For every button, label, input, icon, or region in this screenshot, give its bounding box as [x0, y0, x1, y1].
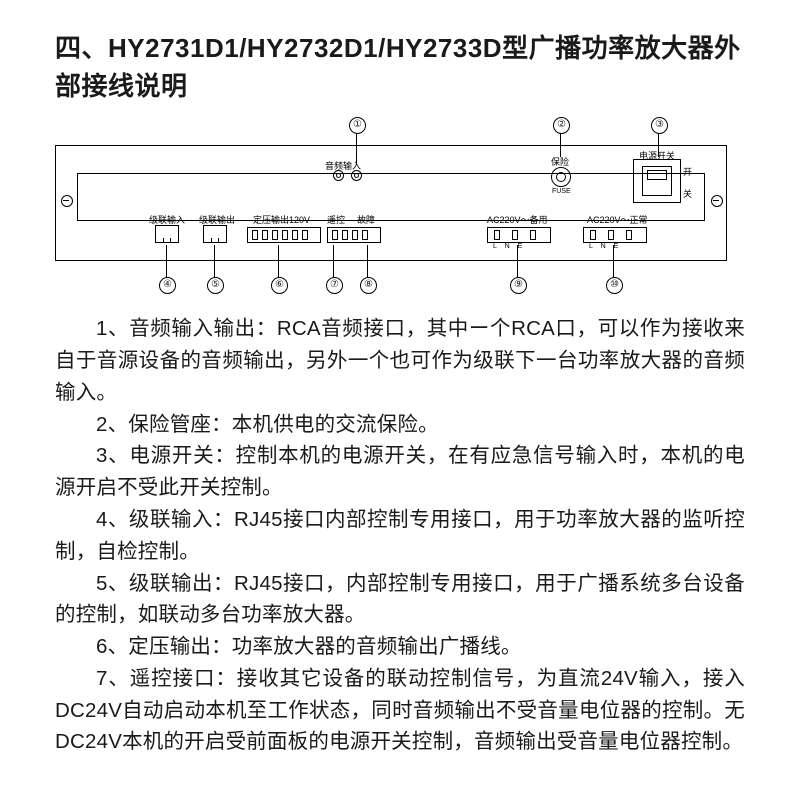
lead-5: [214, 245, 215, 277]
label-cv-out: 定压输出120V: [253, 213, 310, 226]
para-3: 3、电源开关：控制本机的电源开关，在有应急信号输入时，本机的电源开启不受此开关控…: [55, 440, 745, 504]
lead-4: [166, 245, 167, 277]
para-6: 6、定压输出：功率放大器的音频输出广播线。: [55, 631, 745, 663]
label-remote: 遥控: [327, 213, 345, 226]
callout-1: ①: [349, 117, 366, 134]
para-7: 7、遥控接口：接收其它设备的联动控制信号，为直流24V输入，接入DC24V自动启…: [55, 663, 745, 758]
lead-10: [613, 245, 614, 277]
label-fault: 故障: [357, 213, 375, 226]
para-4: 4、级联输入：RJ45接口内部控制专用接口，用于功率放大器的监听控制，自检控制。: [55, 504, 745, 568]
terminal-cv: [247, 227, 321, 243]
callout-10: ⑩: [606, 277, 623, 294]
lead-8: [367, 245, 368, 277]
callout-7: ⑦: [326, 277, 343, 294]
rear-panel-diagram: ① ② ③ 音频输入 保险 FUSE 电源开关 开 关 级联输入 级联输出 定压…: [55, 115, 735, 305]
lead-9: [517, 245, 518, 277]
label-power-sw: 电源开关: [639, 149, 675, 162]
callout-9: ⑨: [510, 277, 527, 294]
lead-2: [560, 133, 561, 157]
terminal-ac-normal: [583, 227, 647, 243]
lead-6: [278, 245, 279, 277]
para-1: 1、音频输入输出：RCA音频接口，其中ー个RCA口，可以作为接收来自于音源设备的…: [55, 313, 745, 408]
label-ac-backup: AC220V～备用: [487, 213, 548, 226]
section-title: 四、HY2731D1/HY2732D1/HY2733D型广播功率放大器外部接线说…: [55, 30, 745, 105]
label-ac-normal: AC220V～正常: [587, 213, 648, 226]
callout-8: ⑧: [360, 277, 377, 294]
rj45-in: [155, 225, 179, 243]
label-lne1: L N E: [493, 243, 525, 250]
lead-7: [333, 245, 334, 277]
terminal-ac-backup: [487, 227, 551, 243]
rj45-out: [203, 225, 227, 243]
label-lne2: L N E: [589, 243, 621, 250]
description-text: 1、音频输入输出：RCA音频接口，其中ー个RCA口，可以作为接收来自于音源设备的…: [55, 313, 745, 758]
terminal-remote-fault: [327, 227, 381, 243]
callout-4: ④: [159, 277, 176, 294]
label-audio-in: 音频输入: [325, 159, 361, 172]
callout-3: ③: [651, 117, 668, 134]
callout-6: ⑥: [271, 277, 288, 294]
callout-2: ②: [553, 117, 570, 134]
para-2: 2、保险管座：本机供电的交流保险。: [55, 409, 745, 441]
para-5: 5、级联输出：RJ45接口，内部控制专用接口，用于广播系统多台设备的控制，如联动…: [55, 568, 745, 632]
label-fuse: 保险: [551, 155, 569, 168]
callout-5: ⑤: [207, 277, 224, 294]
